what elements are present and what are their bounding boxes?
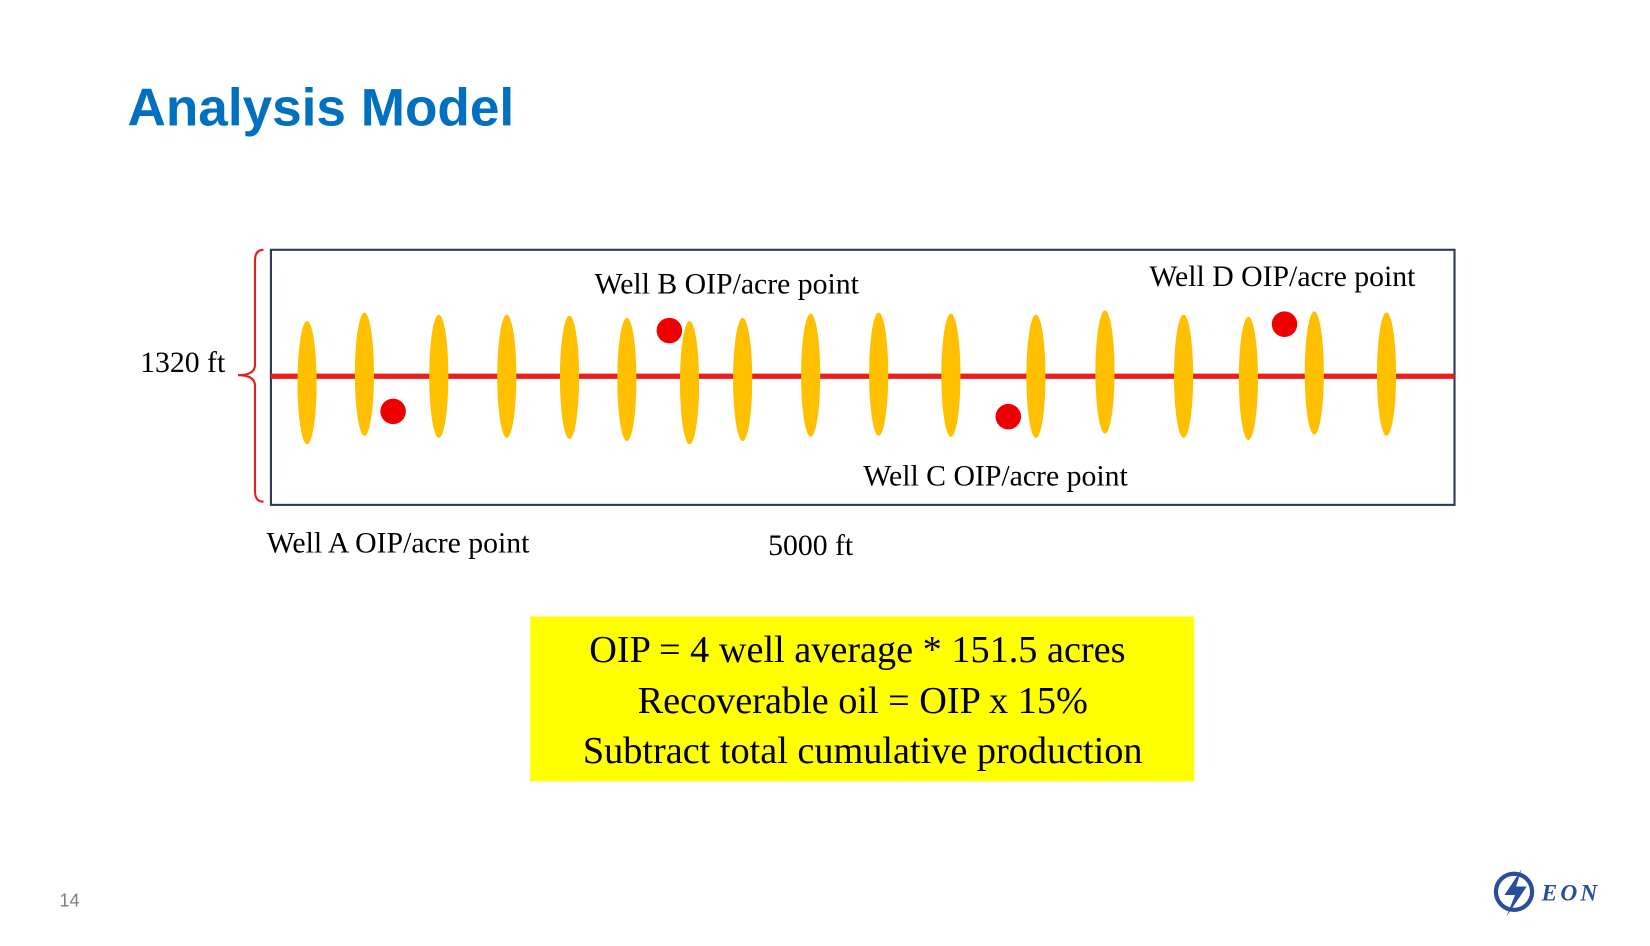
formula-line: Recoverable oil = OIP x 15% [638,680,1088,722]
fracture [801,313,821,437]
formula-line: OIP = 4 well average * 151.5 acres [589,629,1125,671]
point-label: Well D OIP/acre point [1149,260,1416,293]
fractures [297,310,1397,445]
fracture [429,314,449,438]
oip-point [1271,311,1298,337]
logo-bolt [1504,869,1527,917]
fracture [497,314,517,438]
brace [237,248,264,503]
fracture [733,317,753,442]
fracture [679,321,700,445]
point-label: Well A OIP/acre point [267,527,531,560]
fracture [1238,316,1258,441]
fracture [1095,310,1115,434]
fracture [559,315,580,439]
fracture [869,312,889,436]
fracture [354,312,374,436]
formula-line: Subtract total cumulative production [583,730,1143,772]
oip-point [380,398,406,425]
formula-box [530,616,1195,782]
logo-ring [1493,871,1535,912]
logo-text: EON [1541,880,1601,906]
oip-points [380,311,1298,430]
height-label: 1320 ft [140,346,226,379]
point-label: Well C OIP/acre point [863,460,1128,493]
fracture [617,317,637,442]
fracture [1304,311,1324,435]
fracture [297,321,317,445]
fracture [1376,312,1397,436]
oip-point [656,317,683,344]
fracture [941,313,961,437]
fracture [1026,314,1046,438]
page-number: 14 [59,891,79,911]
title: Analysis Model [127,78,514,137]
oip-point [995,403,1022,430]
length-label: 5000 ft [768,529,854,562]
fracture [1174,314,1194,438]
logo: EON [1493,869,1601,917]
point-label: Well B OIP/acre point [595,267,860,300]
